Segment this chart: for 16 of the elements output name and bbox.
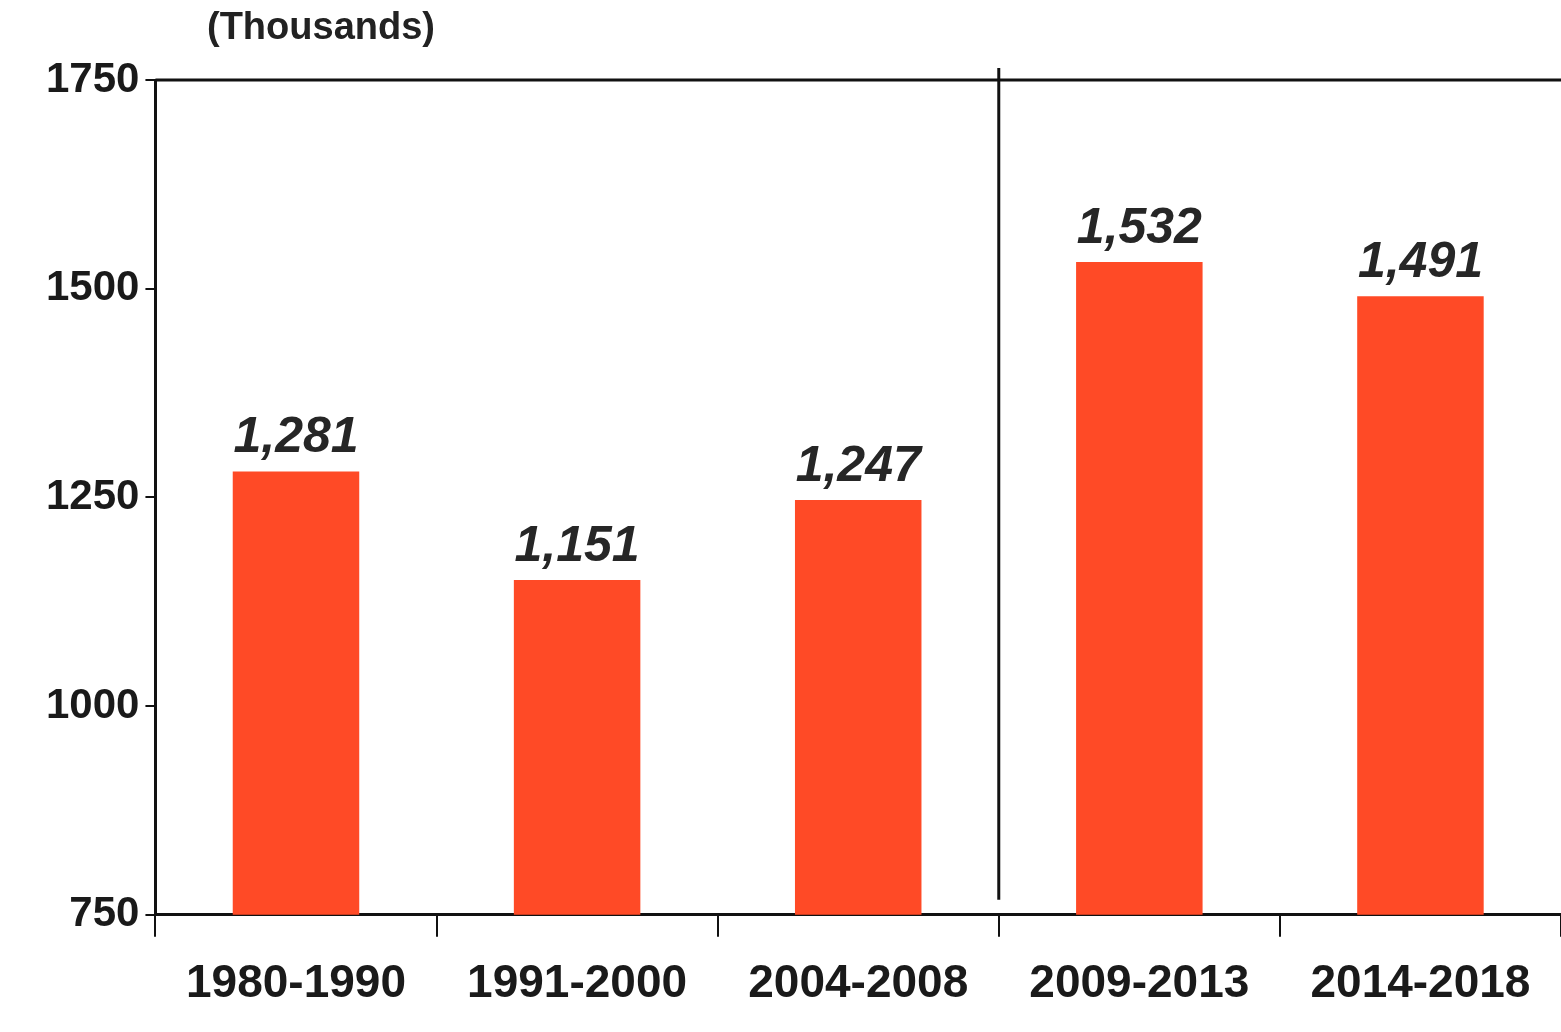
data-label: 1,151	[514, 515, 640, 572]
x-tick-label: 2009-2013	[1029, 955, 1250, 1008]
x-tick-label: 2014-2018	[1310, 955, 1531, 1008]
data-label: 1,491	[1357, 231, 1484, 288]
x-tick-label: 1980-1990	[186, 955, 406, 1008]
y-tick-label: 1750	[46, 53, 140, 101]
y-tick-label: 1000	[46, 679, 140, 727]
y-axis-title: (Thousands)	[207, 5, 435, 48]
x-tick-label: 2004-2008	[748, 955, 969, 1008]
data-label: 1,532	[1076, 197, 1203, 254]
data-label: 1,247	[795, 435, 923, 492]
y-tick-label: 750	[69, 888, 140, 936]
data-label: 1,281	[233, 407, 359, 464]
y-tick-label: 1500	[46, 262, 140, 310]
y-tick-label: 1250	[46, 470, 140, 518]
x-tick-label: 1991-2000	[467, 955, 688, 1008]
